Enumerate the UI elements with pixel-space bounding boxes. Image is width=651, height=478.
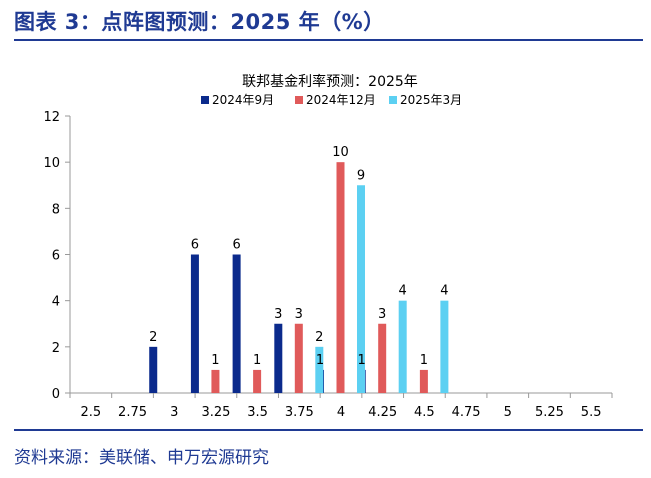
x-tick-label: 5.5 <box>581 405 602 420</box>
data-label: 4 <box>399 284 407 299</box>
bar-series3-4_5 <box>440 300 449 393</box>
x-tick-label: 2.75 <box>118 405 147 420</box>
data-label: 9 <box>357 168 365 183</box>
data-label: 1 <box>358 353 366 368</box>
figure-title: 图表 3：点阵图预测：2025 年（%） <box>14 10 385 34</box>
data-label: 6 <box>191 238 199 253</box>
legend-label-2: 2024年12月 <box>306 93 376 107</box>
data-label: 3 <box>378 307 386 322</box>
data-label: 4 <box>440 284 448 299</box>
x-tick-label: 4.5 <box>414 405 435 420</box>
data-labels-layer: 2 6 6 3 1 1 1 1 3 10 3 1 2 9 4 4 <box>149 145 448 368</box>
data-label: 10 <box>332 145 349 160</box>
bar-series1-3 <box>149 346 158 393</box>
legend-swatch-1 <box>201 96 209 104</box>
y-tick-label: 10 <box>43 156 60 171</box>
bar-series1-3_5 <box>232 254 241 393</box>
y-tick-label: 6 <box>52 249 60 264</box>
bars-layer <box>149 162 449 393</box>
bar-series2-4_5 <box>419 369 428 393</box>
legend-label-1: 2024年9月 <box>212 93 274 107</box>
data-label: 2 <box>149 330 157 345</box>
source-note: 资料来源：美联储、申万宏源研究 <box>14 448 269 468</box>
x-tick-label: 3.25 <box>201 405 230 420</box>
chart-title: 联邦基金利率预测：2025年 <box>242 73 418 90</box>
legend-label-3: 2025年3月 <box>400 93 462 107</box>
y-tick-label: 4 <box>52 295 60 310</box>
bar-series3-3_75 <box>315 346 324 393</box>
legend-swatch-2 <box>295 96 303 104</box>
y-tick-label: 8 <box>52 202 60 217</box>
bar-series1-3_75 <box>274 323 283 393</box>
bar-series2-3_5 <box>253 369 262 393</box>
bar-series2-3_25 <box>211 369 220 393</box>
x-tick-label: 3.75 <box>285 405 314 420</box>
x-tick-label: 2.5 <box>81 405 102 420</box>
x-tick-label: 5 <box>504 405 512 420</box>
x-tick-label: 4.25 <box>368 405 397 420</box>
data-label: 1 <box>253 353 261 368</box>
data-label: 3 <box>274 307 282 322</box>
x-tick-label: 4 <box>337 405 345 420</box>
y-tick-label: 2 <box>52 341 60 356</box>
bar-series2-4_25 <box>378 323 387 393</box>
data-label: 1 <box>316 353 324 368</box>
bottom-rule <box>14 429 643 431</box>
bar-series2-4 <box>336 162 345 393</box>
x-tick-label: 5.25 <box>535 405 564 420</box>
x-tick-label: 3.5 <box>247 405 268 420</box>
y-tick-label: 12 <box>43 110 60 125</box>
bar-series3-4 <box>357 185 365 393</box>
legend-swatch-3 <box>389 96 397 104</box>
data-label: 1 <box>420 353 428 368</box>
bar-series3-4_25 <box>398 300 407 393</box>
data-label: 2 <box>315 330 323 345</box>
bar-series1-3_25 <box>190 254 199 393</box>
data-label: 6 <box>232 238 240 253</box>
bar-series2-3_75 <box>294 323 303 393</box>
data-label: 3 <box>295 307 303 322</box>
data-label: 1 <box>211 353 219 368</box>
top-rule <box>14 39 643 41</box>
y-tick-label: 0 <box>52 387 60 402</box>
x-tick-label: 3 <box>170 405 178 420</box>
chart-legend: 2024年9月 2024年12月 2025年3月 <box>201 93 462 107</box>
x-tick-label: 4.75 <box>452 405 481 420</box>
